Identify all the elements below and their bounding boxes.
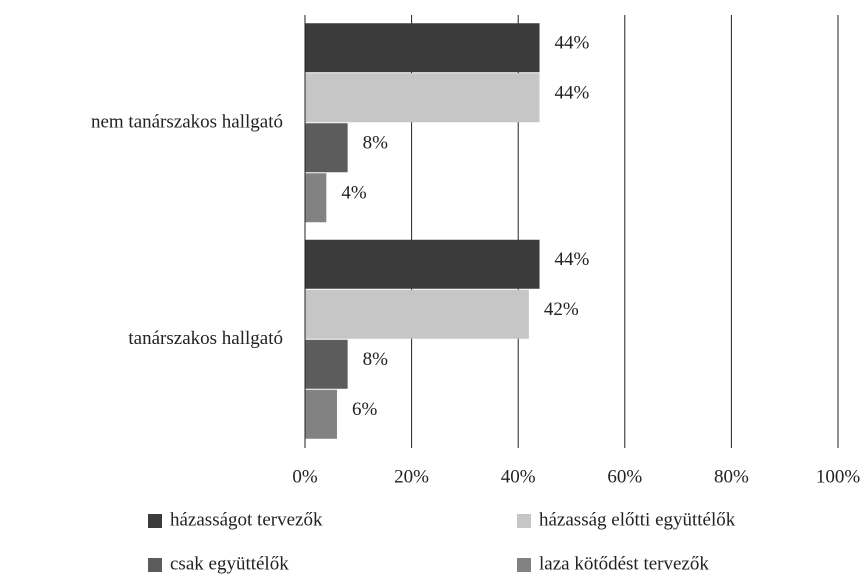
bar — [305, 173, 327, 223]
x-tick-label: 0% — [292, 466, 318, 487]
legend-swatch — [148, 558, 162, 572]
x-tick-label: 100% — [816, 466, 861, 487]
x-tick-label: 60% — [607, 466, 642, 487]
bar — [305, 73, 540, 123]
data-label: 6% — [352, 399, 378, 420]
legend-label: csak együttélők — [170, 553, 289, 574]
category-label: tanárszakos hallgató — [128, 328, 283, 349]
data-label: 44% — [555, 249, 590, 270]
legend-swatch — [517, 558, 531, 572]
legend-swatch — [517, 514, 531, 528]
data-label: 8% — [363, 349, 389, 370]
data-label: 42% — [544, 299, 579, 320]
category-label: nem tanárszakos hallgató — [91, 112, 283, 133]
x-tick-label: 40% — [501, 466, 536, 487]
legend-label: házasság előtti együttélők — [539, 509, 736, 530]
bar — [305, 339, 348, 389]
bar — [305, 123, 348, 173]
bar — [305, 389, 337, 439]
data-label: 44% — [555, 83, 590, 104]
legend-label: házasságot tervezők — [170, 509, 323, 530]
data-label: 4% — [341, 183, 367, 204]
data-label: 44% — [555, 33, 590, 54]
bar — [305, 239, 540, 289]
bar — [305, 23, 540, 73]
x-tick-label: 20% — [394, 466, 429, 487]
x-tick-label: 80% — [714, 466, 749, 487]
bar — [305, 289, 529, 339]
data-label: 8% — [363, 133, 389, 154]
legend-label: laza kötődést tervezők — [539, 553, 709, 574]
legend-swatch — [148, 514, 162, 528]
